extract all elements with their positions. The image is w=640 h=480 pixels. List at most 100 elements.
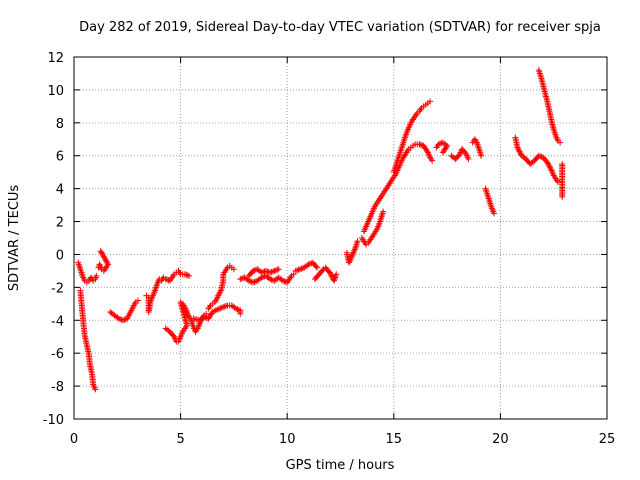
y-tick-label: 2 bbox=[56, 216, 64, 231]
data-point bbox=[333, 271, 340, 278]
data-point bbox=[544, 159, 551, 166]
data-point bbox=[269, 277, 276, 284]
data-point bbox=[245, 277, 252, 284]
data-point bbox=[351, 247, 358, 254]
data-point bbox=[535, 152, 542, 159]
y-tick-label: -10 bbox=[43, 413, 64, 428]
data-point bbox=[92, 386, 99, 393]
y-tick-label: 4 bbox=[56, 183, 64, 198]
data-point bbox=[93, 272, 100, 279]
data-point bbox=[417, 141, 424, 148]
data-point bbox=[237, 276, 244, 283]
data-point bbox=[427, 98, 434, 105]
data-point bbox=[557, 139, 564, 146]
data-point bbox=[279, 277, 286, 284]
data-point bbox=[547, 166, 554, 173]
data-point bbox=[201, 313, 208, 320]
data-point bbox=[515, 145, 522, 152]
y-tick-label: 0 bbox=[56, 248, 64, 263]
data-point bbox=[121, 316, 128, 323]
data-point bbox=[162, 276, 169, 283]
data-point bbox=[298, 265, 305, 272]
data-point bbox=[326, 269, 333, 276]
data-point bbox=[295, 266, 302, 273]
data-point bbox=[346, 259, 353, 266]
x-tick-label: 15 bbox=[386, 432, 403, 447]
gridlines bbox=[74, 57, 607, 419]
data-point bbox=[319, 267, 326, 274]
y-tick-label: 10 bbox=[47, 84, 64, 99]
data-point bbox=[296, 266, 303, 273]
data-point bbox=[261, 273, 268, 280]
x-tick-label: 5 bbox=[176, 432, 184, 447]
data-point bbox=[435, 141, 442, 148]
y-tick-label: -8 bbox=[51, 380, 64, 395]
data-point bbox=[237, 310, 244, 317]
y-tick-label: -4 bbox=[51, 314, 64, 329]
data-point bbox=[120, 317, 127, 324]
data-point bbox=[281, 278, 288, 285]
data-point bbox=[271, 267, 278, 274]
data-point bbox=[348, 253, 355, 260]
data-point bbox=[104, 260, 111, 267]
data-point bbox=[328, 272, 335, 279]
x-tick-label: 0 bbox=[70, 432, 78, 447]
data-point bbox=[349, 250, 356, 257]
y-tick-label: 12 bbox=[47, 51, 64, 66]
data-point bbox=[465, 156, 472, 163]
data-point bbox=[346, 258, 353, 265]
data-point bbox=[547, 164, 554, 171]
data-point bbox=[102, 257, 109, 264]
data-point bbox=[515, 147, 522, 154]
data-point bbox=[186, 272, 193, 279]
y-tick-label: -6 bbox=[51, 347, 64, 362]
data-point bbox=[221, 303, 228, 310]
data-point bbox=[545, 162, 552, 169]
x-tick-labels: 0 5 10 15 20 25 bbox=[70, 432, 615, 447]
data-point bbox=[438, 140, 445, 147]
y-tick-label: 6 bbox=[56, 150, 64, 165]
chart-title: Day 282 of 2019, Sidereal Day-to-day VTE… bbox=[79, 20, 601, 35]
plot-frame bbox=[73, 56, 608, 420]
y-tick-label: 8 bbox=[56, 117, 64, 132]
data-point bbox=[117, 316, 124, 323]
data-point bbox=[100, 253, 107, 260]
data-point bbox=[99, 250, 106, 257]
data-point bbox=[380, 208, 387, 215]
data-point bbox=[181, 271, 188, 278]
data-point bbox=[559, 193, 566, 200]
data-point bbox=[164, 276, 171, 283]
data-point bbox=[440, 148, 447, 155]
data-point bbox=[290, 271, 297, 278]
data-point bbox=[105, 261, 112, 268]
data-point bbox=[134, 297, 141, 304]
data-point bbox=[98, 249, 105, 256]
data-point bbox=[517, 149, 524, 156]
data-point bbox=[514, 144, 521, 151]
y-axis-label: SDTVAR / TECUs bbox=[7, 185, 22, 292]
data-point bbox=[250, 267, 257, 274]
data-point bbox=[350, 249, 357, 256]
data-point bbox=[264, 268, 271, 275]
data-point bbox=[102, 256, 109, 263]
data-point bbox=[274, 266, 281, 273]
data-point bbox=[252, 266, 259, 273]
data-point bbox=[99, 252, 106, 259]
data-point bbox=[314, 264, 321, 271]
data-point bbox=[97, 248, 104, 255]
data-point bbox=[250, 279, 257, 286]
data-point bbox=[217, 305, 224, 312]
data-point bbox=[272, 267, 279, 274]
data-point bbox=[545, 160, 552, 167]
data-point bbox=[247, 278, 254, 285]
data-point bbox=[220, 304, 227, 311]
data-point bbox=[268, 269, 275, 276]
x-tick-label: 10 bbox=[279, 432, 296, 447]
data-point bbox=[103, 258, 110, 265]
data-point bbox=[347, 255, 354, 262]
data-point bbox=[305, 261, 312, 268]
data-point bbox=[267, 276, 274, 283]
data-point bbox=[215, 305, 222, 312]
